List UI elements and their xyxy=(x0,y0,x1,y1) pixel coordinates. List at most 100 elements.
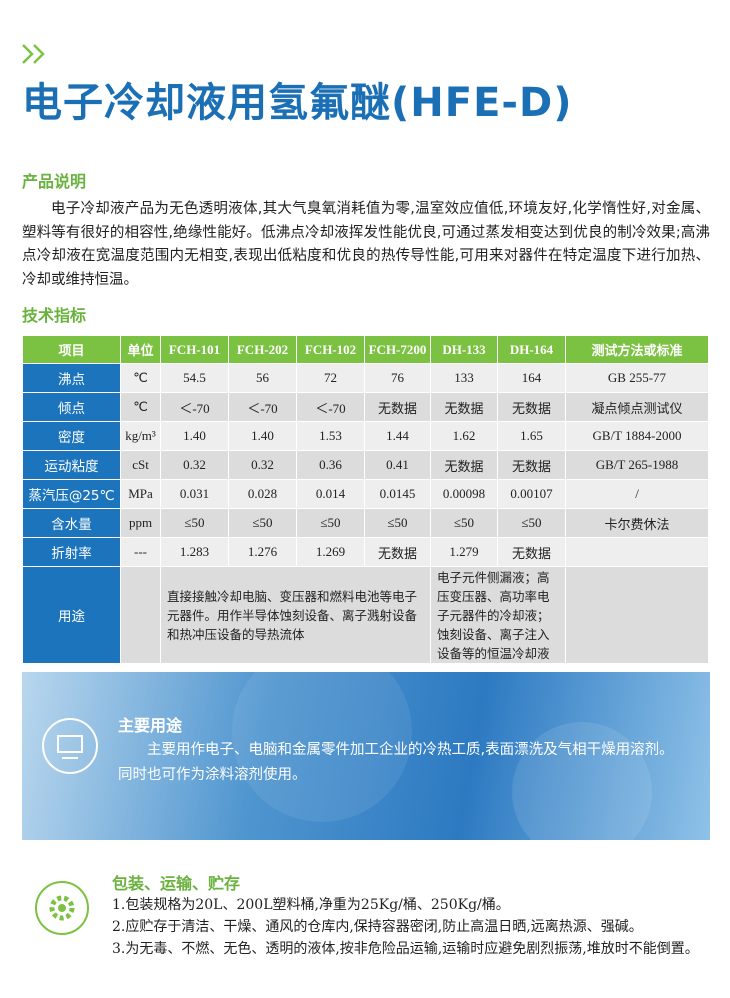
table-cell: 1.44 xyxy=(364,421,431,451)
section-heading: 主要用途 xyxy=(118,716,183,735)
paragraph: 电子冷却液产品为无色透明液体,其大气臭氧消耗值为零,温室效应值低,环境友好,化学… xyxy=(22,201,710,288)
table-cell: ＜-70 xyxy=(296,392,365,422)
gear-icon xyxy=(35,881,89,935)
column-header: FCH-102 xyxy=(296,335,365,364)
table-cell: 无数据 xyxy=(364,537,431,567)
column-header: FCH-202 xyxy=(228,335,297,364)
table-cell: 无数据 xyxy=(497,537,566,567)
column-header: FCH-101 xyxy=(160,335,229,364)
row-label: 倾点 xyxy=(22,392,121,422)
table-cell: 0.36 xyxy=(296,450,365,480)
table-cell: 0.014 xyxy=(296,479,365,509)
table-row: 倾点 ℃ ＜-70 ＜-70 ＜-70 无数据 无数据 无数据 凝点倾点测试仪 xyxy=(22,392,709,422)
table-cell xyxy=(565,537,709,567)
row-label: 用途 xyxy=(22,566,121,664)
table-cell: / xyxy=(565,479,709,509)
table-cell: 直接接触冷却电脑、变压器和燃料电池等电子元器件。用作半导体蚀刻设备、离子溅射设备… xyxy=(160,566,431,664)
table-row: 折射率 --- 1.283 1.276 1.269 无数据 1.279 无数据 xyxy=(22,537,709,567)
table-row: 蒸汽压@25℃ MPa 0.031 0.028 0.014 0.0145 0.00098 0.… xyxy=(22,479,709,509)
row-label: 含水量 xyxy=(22,508,121,538)
table-cell: 电子元件侧漏液；高压变压器、高功率电子元器件的冷却液；蚀刻设备、离子注入设备等的… xyxy=(430,566,566,664)
section-heading: 包装、运输、贮存 xyxy=(112,874,241,893)
table-cell: ≤50 xyxy=(497,508,566,538)
table-cell: --- xyxy=(120,537,161,567)
table-cell: 56 xyxy=(228,363,297,393)
row-label: 沸点 xyxy=(22,363,121,393)
title: 电子冷却液用氢氟醚(HFE-D) xyxy=(22,80,573,126)
column-header: 单位 xyxy=(120,335,161,364)
table-cell: ≤50 xyxy=(296,508,365,538)
table-cell: 无数据 xyxy=(430,392,498,422)
table-cell: 无数据 xyxy=(497,392,566,422)
table-cell: 1.40 xyxy=(160,421,229,451)
table-cell: 0.32 xyxy=(228,450,297,480)
table-cell: 1.62 xyxy=(430,421,498,451)
table-cell: ≤50 xyxy=(364,508,431,538)
table-cell: 1.40 xyxy=(228,421,297,451)
table-cell: 卡尔费休法 xyxy=(565,508,709,538)
table-cell: 凝点倾点测试仪 xyxy=(565,392,709,422)
table-cell xyxy=(565,566,709,664)
table-row: 沸点 ℃ 54.5 56 72 76 133 164 GB 255-77 xyxy=(22,363,709,393)
table-cell: 1.53 xyxy=(296,421,365,451)
table-cell: 72 xyxy=(296,363,365,393)
table-cell: MPa xyxy=(120,479,161,509)
chevrons xyxy=(22,44,45,64)
paragraph: 主要用作电子、电脑和金属零件加工企业的冷热工质,表面漂洗及气相干燥用溶剂。同时也… xyxy=(118,742,674,783)
table-cell: ≤50 xyxy=(228,508,297,538)
column-header: FCH-7200 xyxy=(364,335,431,364)
list-item: 3.为无毒、不燃、无色、透明的液体,按非危险品运输,运输时应避免剧烈振荡,堆放时… xyxy=(112,941,699,957)
table-cell: 无数据 xyxy=(364,392,431,422)
table-cell: 1.279 xyxy=(430,537,498,567)
table-cell: 0.41 xyxy=(364,450,431,480)
column-header: 测试方法或标准 xyxy=(565,335,709,364)
table-cell: ≤50 xyxy=(160,508,229,538)
table-cell: ≤50 xyxy=(430,508,498,538)
table-cell: 0.00107 xyxy=(497,479,566,509)
table-row: 运动粘度 cSt 0.32 0.32 0.36 0.41 无数据 无数据 GB/T 265-19… xyxy=(22,450,709,480)
column-header: DH-164 xyxy=(497,335,566,364)
row-label: 蒸汽压@25℃ xyxy=(22,479,121,509)
list-item: 1.包装规格为20L、200L塑料桶,净重为25Kg/桶、250Kg/桶。 xyxy=(112,897,510,913)
table-cell: 164 xyxy=(497,363,566,393)
table-cell: ＜-70 xyxy=(228,392,297,422)
table-cell: 0.028 xyxy=(228,479,297,509)
table-cell: GB/T 265-1988 xyxy=(565,450,709,480)
column-header: 项目 xyxy=(22,335,121,364)
table-cell: 1.269 xyxy=(296,537,365,567)
table-cell: ℃ xyxy=(120,363,161,393)
table-cell: ＜-70 xyxy=(160,392,229,422)
table-cell xyxy=(120,566,161,664)
table-cell: 0.031 xyxy=(160,479,229,509)
table-cell: 无数据 xyxy=(497,450,566,480)
table-cell: 76 xyxy=(364,363,431,393)
list-item: 2.应贮存于清洁、干燥、通风的仓库内,保持容器密闭,防止高温日晒,远离热源、强碱… xyxy=(112,919,643,935)
table-cell: 0.0145 xyxy=(364,479,431,509)
table-cell: 0.32 xyxy=(160,450,229,480)
table-row: 用途 直接接触冷却电脑、变压器和燃料电池等电子元器件。用作半导体蚀刻设备、离子溅射… xyxy=(22,566,709,664)
row-label: 折射率 xyxy=(22,537,121,567)
table-cell: 1.276 xyxy=(228,537,297,567)
table-cell: GB/T 1884-2000 xyxy=(565,421,709,451)
table-cell: ppm xyxy=(120,508,161,538)
list: 1.包装规格为20L、200L塑料桶,净重为25Kg/桶、250Kg/桶。 2.应… xyxy=(112,894,712,960)
table-row: 含水量 ppm ≤50 ≤50 ≤50 ≤50 ≤50 ≤50 卡尔费休法 xyxy=(22,508,709,538)
table-cell: 133 xyxy=(430,363,498,393)
banner xyxy=(22,672,710,840)
banner-decoration xyxy=(42,672,652,840)
table-cell: 1.65 xyxy=(497,421,566,451)
row-label: 密度 xyxy=(22,421,121,451)
table-cell: 1.283 xyxy=(160,537,229,567)
table-cell: 无数据 xyxy=(430,450,498,480)
table-cell: 0.00098 xyxy=(430,479,498,509)
row-label: 运动粘度 xyxy=(22,450,121,480)
section-heading: 技术指标 xyxy=(22,306,87,325)
column-header: DH-133 xyxy=(430,335,498,364)
section-heading: 产品说明 xyxy=(22,172,87,191)
table-cell: ℃ xyxy=(120,392,161,422)
table-cell: 54.5 xyxy=(160,363,229,393)
table-cell: kg/m³ xyxy=(120,421,161,451)
table-cell: cSt xyxy=(120,450,161,480)
spec-table: 项目 单位 FCH-101 FCH-202 FCH-102 FCH-7200 DH-133 D… xyxy=(22,335,709,664)
